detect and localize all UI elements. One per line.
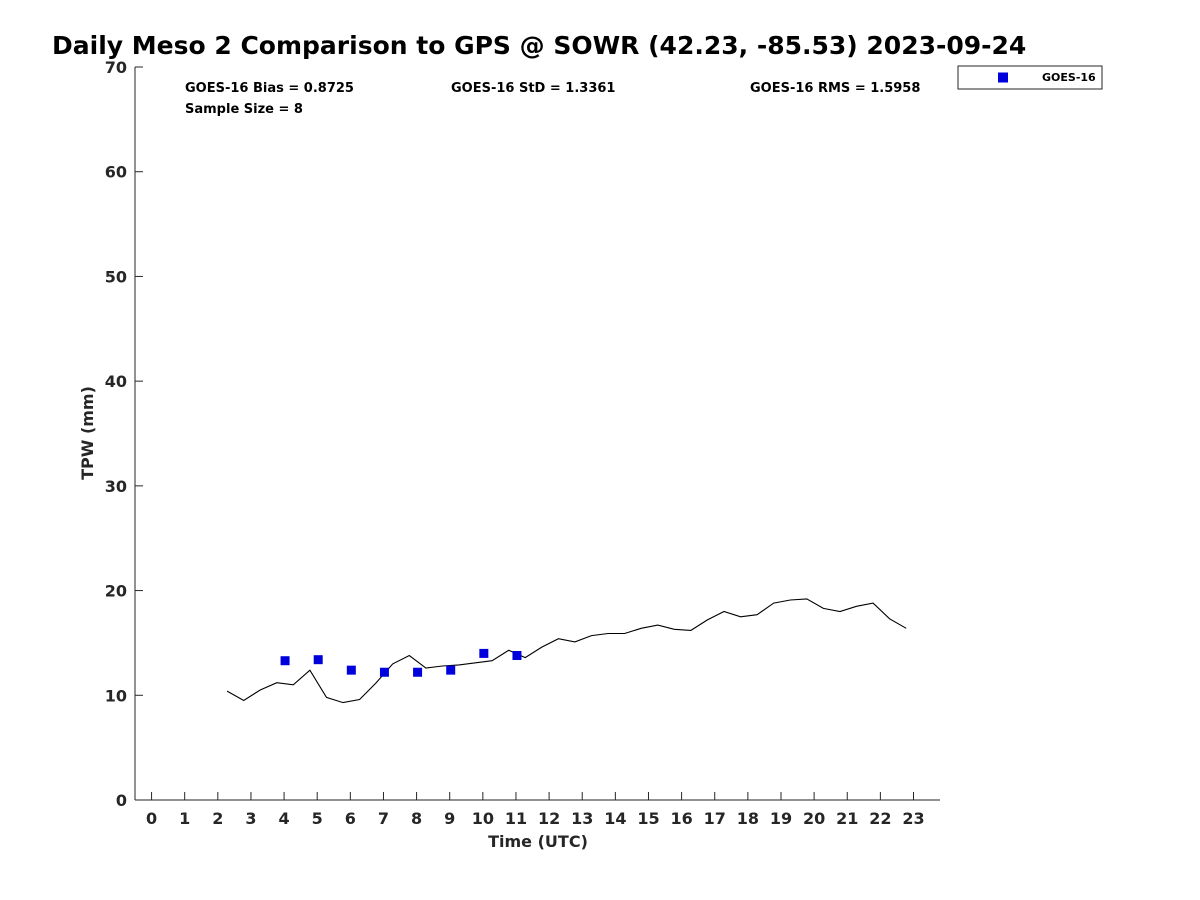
goes16-point xyxy=(446,665,456,675)
x-axis-label: Time (UTC) xyxy=(488,832,588,851)
goes16-point xyxy=(280,656,290,666)
x-tick-label: 12 xyxy=(538,809,560,828)
legend-box xyxy=(957,65,1103,90)
y-axis-label: TPW (mm) xyxy=(78,386,97,480)
legend-marker xyxy=(998,72,1008,83)
bias-stat: GOES-16 Bias = 0.8725 xyxy=(185,81,354,96)
y-tick-label: 50 xyxy=(105,267,127,286)
x-tick-label: 11 xyxy=(505,809,527,828)
x-tick-label: 6 xyxy=(345,809,356,828)
x-tick-label: 19 xyxy=(770,809,792,828)
y-axis-ticks: 0 10 20 30 40 50 60 70 xyxy=(105,58,143,810)
x-tick-label: 8 xyxy=(411,809,422,828)
x-tick-label: 14 xyxy=(604,809,626,828)
y-tick-label: 0 xyxy=(116,791,127,810)
x-tick-label: 1 xyxy=(179,809,190,828)
x-tick-label: 0 xyxy=(146,809,157,828)
x-tick-label: 4 xyxy=(279,809,290,828)
gps-series-line xyxy=(226,598,907,704)
x-axis-ticks: 0 1 2 3 4 5 6 7 8 9 10 11 12 13 14 15 16 17 18 19 20 21 22 23 xyxy=(146,792,925,828)
plot-area xyxy=(134,67,940,801)
x-tick-label: 17 xyxy=(704,809,726,828)
x-tick-label: 23 xyxy=(902,809,924,828)
x-tick-label: 10 xyxy=(472,809,494,828)
x-tick-label: 7 xyxy=(378,809,389,828)
goes16-point xyxy=(346,665,356,675)
legend: GOES-16 xyxy=(957,65,1103,90)
x-tick-label: 15 xyxy=(637,809,659,828)
goes16-point xyxy=(512,650,522,660)
y-tick-label: 70 xyxy=(105,58,127,77)
x-tick-label: 21 xyxy=(836,809,858,828)
legend-label: GOES-16 xyxy=(1042,71,1096,84)
sample-size-stat: Sample Size = 8 xyxy=(185,102,303,117)
y-tick-label: 60 xyxy=(105,163,127,182)
y-tick-label: 40 xyxy=(105,372,127,391)
x-tick-label: 16 xyxy=(670,809,692,828)
x-tick-label: 20 xyxy=(803,809,825,828)
x-tick-label: 9 xyxy=(444,809,455,828)
x-tick-label: 3 xyxy=(245,809,256,828)
std-stat: GOES-16 StD = 1.3361 xyxy=(451,81,615,96)
goes16-point xyxy=(379,667,389,677)
goes16-point xyxy=(413,667,423,677)
x-tick-label: 5 xyxy=(312,809,323,828)
x-tick-label: 22 xyxy=(869,809,891,828)
y-tick-label: 20 xyxy=(105,582,127,601)
y-tick-label: 30 xyxy=(105,477,127,496)
chart-title: Daily Meso 2 Comparison to GPS @ SOWR (4… xyxy=(52,31,1026,60)
goes16-point xyxy=(479,648,489,658)
x-tick-label: 2 xyxy=(212,809,223,828)
rms-stat: GOES-16 RMS = 1.5958 xyxy=(750,81,920,96)
goes16-point xyxy=(313,655,323,665)
x-tick-label: 18 xyxy=(737,809,759,828)
series-layer xyxy=(226,598,907,704)
x-tick-label: 13 xyxy=(571,809,593,828)
y-tick-label: 10 xyxy=(105,686,127,705)
